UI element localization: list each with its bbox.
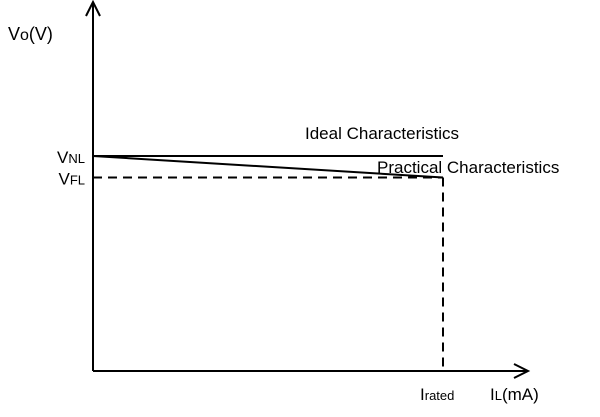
x-tick-label-0: Irated — [420, 385, 454, 404]
axes — [85, 0, 531, 379]
series-label-ideal: Ideal Characteristics — [305, 124, 459, 143]
chart-labels: Vo(V) IL(mA) VNL VFL Irated Ideal Characteris… — [8, 24, 559, 404]
series-lines — [92, 155, 444, 179]
series-label-practical: Practical Characteristics — [377, 158, 559, 177]
y-tick-label-0: VNL — [57, 148, 85, 167]
y-tick-label-1: VFL — [58, 170, 85, 189]
x-axis-arrow — [513, 363, 531, 379]
guide-lines — [93, 176, 444, 371]
y-axis-arrow — [85, 0, 101, 17]
y-axis-label: Vo(V) — [8, 24, 53, 44]
x-axis-label: IL(mA) — [490, 385, 539, 404]
series-line-1 — [92, 155, 444, 179]
